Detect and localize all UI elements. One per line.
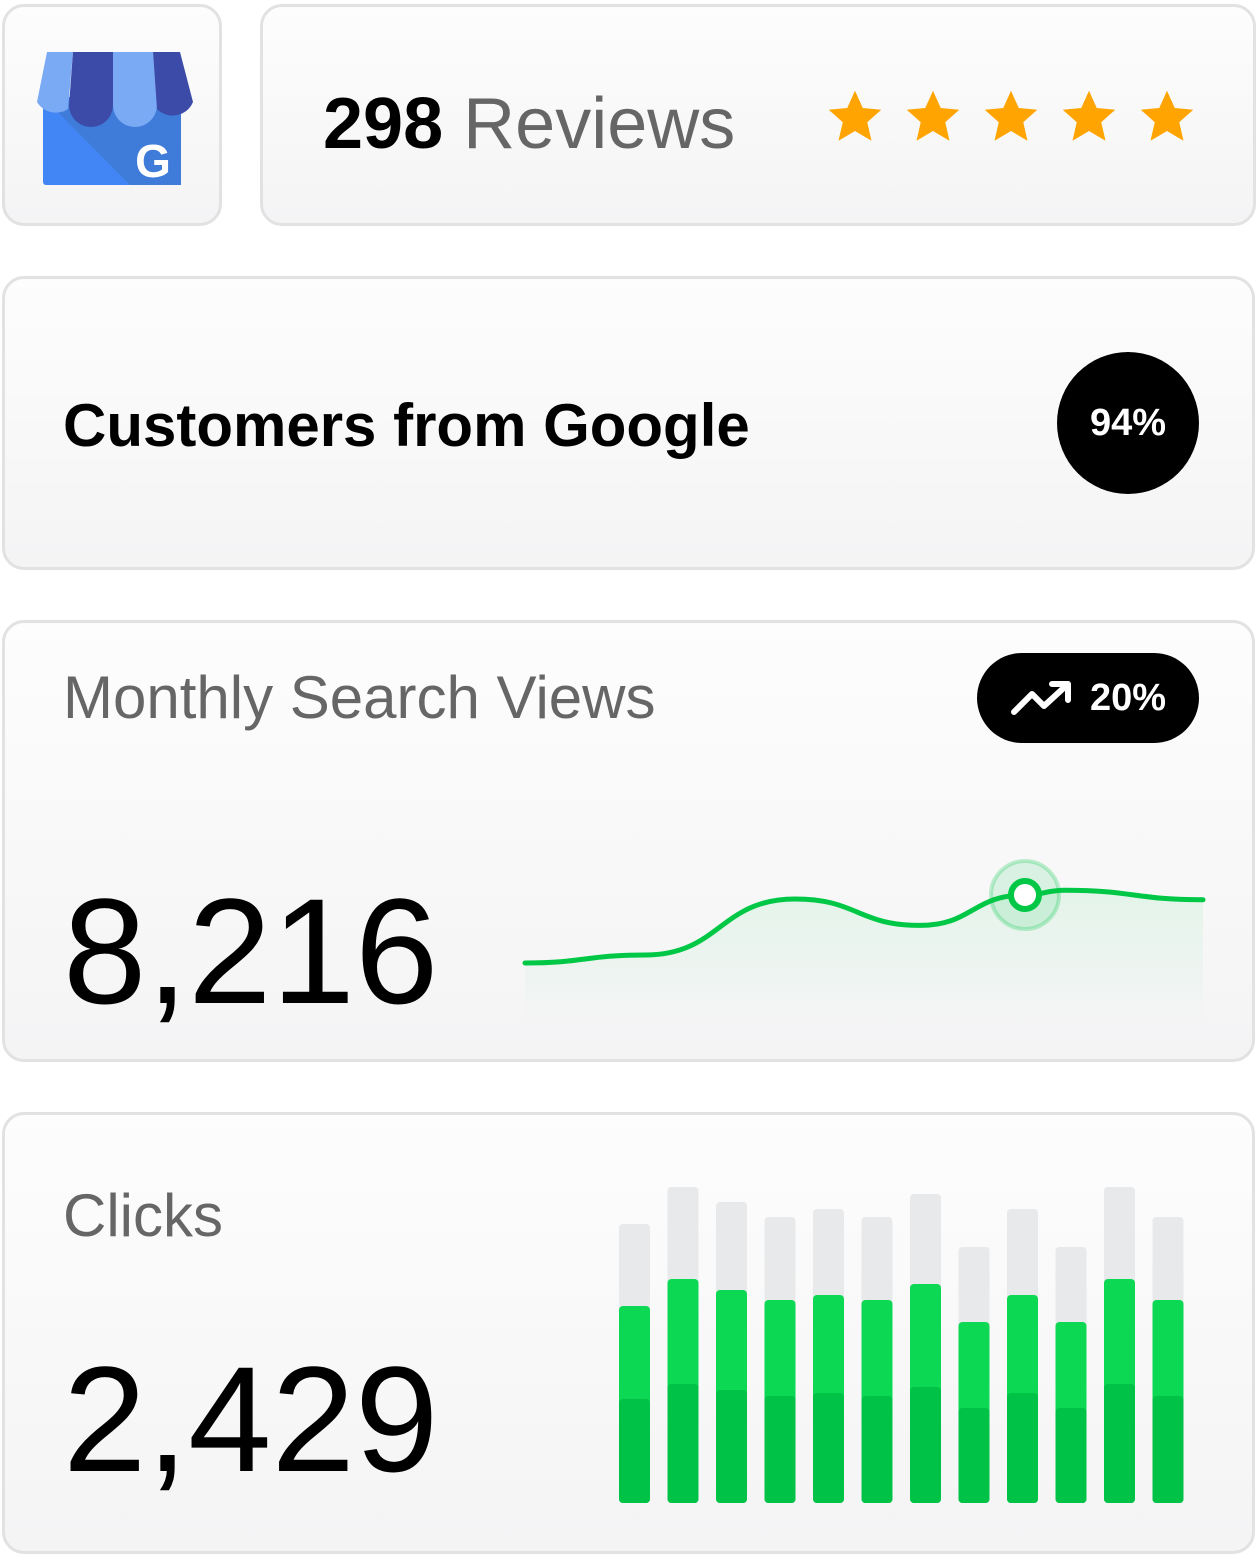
customers-title: Customers from Google	[63, 392, 750, 459]
star-icon	[828, 90, 882, 141]
svg-text:G: G	[135, 135, 171, 187]
logo-card: G	[2, 4, 222, 226]
reviews-count: 298	[323, 84, 444, 164]
clicks-card: Clicks 2,429	[2, 1112, 1255, 1554]
reviews-card: 298 Reviews	[260, 4, 1256, 226]
line-area	[525, 890, 1203, 1028]
bar-segment	[861, 1396, 893, 1503]
bar-segment	[1007, 1393, 1038, 1503]
bar-segment	[716, 1390, 747, 1503]
bar-segment	[619, 1399, 650, 1503]
bar-segment	[764, 1396, 796, 1503]
search-views-line-chart	[522, 859, 1206, 1028]
bar-segment	[813, 1393, 844, 1503]
percent-value: 94%	[1089, 401, 1167, 444]
bar-segment	[910, 1387, 941, 1503]
highlight-point	[1008, 878, 1042, 912]
star-icon	[906, 90, 960, 141]
reviews-label: Reviews	[463, 84, 736, 164]
clicks-bar-chart	[619, 1187, 1184, 1503]
clicks-value: 2,429	[63, 1335, 439, 1503]
bar-segment	[667, 1384, 699, 1503]
bar-segment	[958, 1408, 990, 1503]
search-views-title: Monthly Search Views	[63, 664, 656, 731]
star-icon	[984, 90, 1038, 141]
trend-badge: 20%	[977, 653, 1199, 743]
customers-card: Customers from Google 94%	[2, 276, 1255, 570]
trending-up-icon	[1010, 681, 1071, 715]
bar-segment	[1104, 1384, 1135, 1503]
search-views-card: Monthly Search Views 20% 8,216	[2, 620, 1255, 1062]
bar-segment	[1152, 1396, 1184, 1503]
google-my-business-icon: G	[37, 52, 193, 187]
change-value: 20%	[1089, 676, 1167, 719]
star-rating	[825, 87, 1197, 147]
star-icon	[1062, 90, 1116, 141]
line-series	[522, 887, 1206, 966]
bar-segment	[1055, 1408, 1087, 1503]
star-icon	[1140, 90, 1194, 141]
clicks-title: Clicks	[63, 1182, 223, 1249]
percent-badge: 94%	[1057, 352, 1199, 494]
search-views-value: 8,216	[63, 867, 439, 1035]
